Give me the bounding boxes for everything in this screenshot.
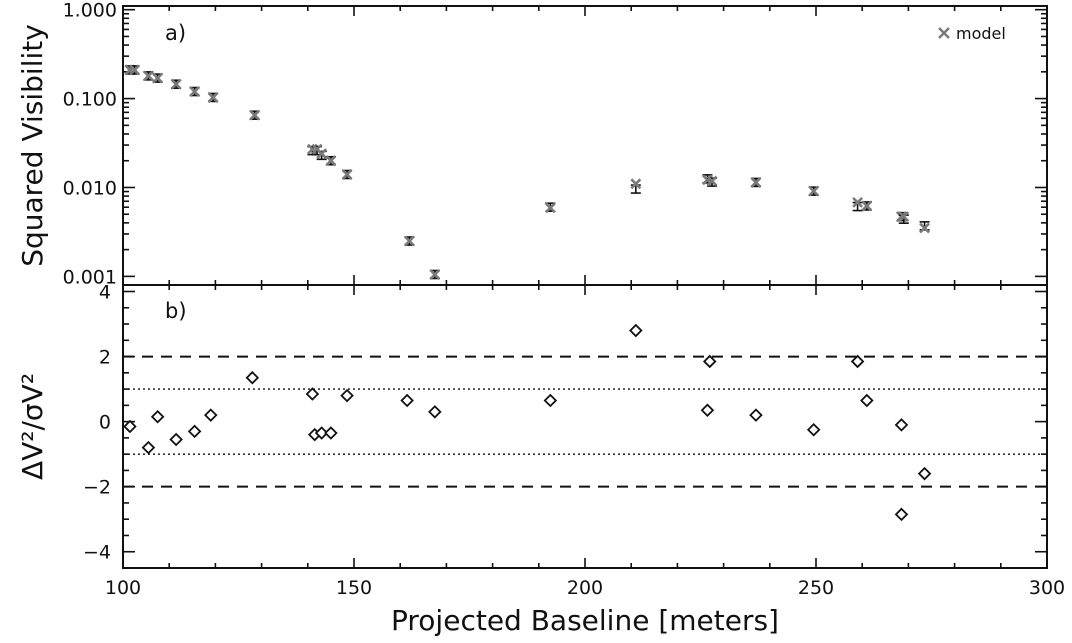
residual-point [187, 424, 202, 439]
y-tick-label: 1.000 [63, 0, 117, 22]
residual-point [324, 426, 338, 440]
residual-point [917, 466, 932, 481]
legend-model-marker [938, 27, 950, 39]
residual-point [169, 432, 183, 447]
y-tick-label: 0.100 [63, 89, 117, 111]
residual-point [150, 409, 165, 424]
residual-point [860, 393, 874, 408]
x-tick-label: 300 [1029, 577, 1065, 599]
x-axis-label: Projected Baseline [meters] [391, 604, 779, 637]
residual-point [700, 403, 715, 418]
y-axis-label-squared-visibility: Squared Visibility [16, 24, 49, 267]
model-point [316, 148, 328, 160]
residual-point [894, 507, 909, 522]
panel-b-residuals: 100 150 200 250 300 −4 −2 0 2 4 ΔV²/σV² Projected B… [16, 282, 1065, 637]
panel-label-b: b) [165, 299, 187, 323]
model-point [429, 269, 441, 280]
model-point [142, 70, 154, 82]
residual-point [245, 370, 260, 385]
model-point [129, 64, 140, 76]
residual-point [543, 393, 558, 408]
y-tick-label: 2 [99, 347, 111, 369]
y-tick-label: −2 [83, 477, 111, 499]
x-tick-label: 200 [567, 577, 603, 599]
residual-point [141, 440, 156, 455]
y-tick-label: 0.010 [63, 177, 117, 199]
model-point [750, 177, 762, 188]
residual-point [850, 354, 865, 369]
residual-point [629, 323, 643, 338]
x-tick-label: 100 [105, 577, 141, 599]
panel-a-frame [122, 5, 1048, 286]
model-point [919, 222, 930, 234]
panel-b-frame [122, 284, 1048, 569]
y-tick-label: −4 [83, 542, 111, 564]
residual-point [305, 387, 320, 401]
model-point [341, 169, 353, 180]
model-point [311, 143, 323, 155]
residual-point [702, 354, 717, 369]
residual-point [428, 405, 442, 419]
y-tick-label: 4 [99, 282, 111, 304]
model-point [852, 196, 863, 208]
residual-point [123, 419, 137, 434]
residual-point [340, 388, 354, 403]
panel-a-squared-visibility: 0.001 0.010 0.100 1.000 Squared Visibility a)… [16, 0, 1048, 288]
y-tick-label: 0 [99, 412, 111, 434]
residual-point [204, 408, 218, 422]
model-point [861, 200, 873, 212]
legend-model-label: model [956, 24, 1006, 43]
model-point [249, 109, 261, 121]
residual-point [806, 422, 821, 437]
model-point [544, 202, 556, 214]
x-tick-label: 150 [336, 577, 372, 599]
residual-point [314, 426, 329, 440]
model-point [152, 72, 164, 84]
residual-point [400, 393, 414, 408]
model-point [898, 211, 910, 223]
x-tick-label: 250 [798, 577, 834, 599]
panel-label-a: a) [165, 21, 186, 45]
y-tick-label: 0.001 [63, 266, 117, 288]
residual-point [749, 408, 763, 422]
residual-point [894, 418, 909, 432]
y-axis-label-residual: ΔV²/σV² [16, 373, 49, 480]
model-point [404, 235, 415, 247]
model-point [702, 174, 713, 186]
model-point [325, 155, 337, 167]
model-point [189, 86, 201, 97]
model-point [630, 178, 642, 190]
model-point [896, 211, 907, 223]
model-point [808, 185, 820, 197]
model-point [170, 78, 182, 90]
model-point [706, 175, 718, 187]
model-point [207, 92, 219, 103]
